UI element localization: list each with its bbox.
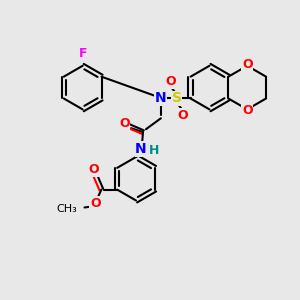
Text: O: O [119, 117, 130, 130]
Text: S: S [172, 92, 182, 106]
Text: O: O [165, 75, 176, 88]
Text: CH₃: CH₃ [57, 204, 78, 214]
Text: N: N [135, 142, 147, 156]
Text: O: O [90, 197, 101, 210]
Text: O: O [242, 104, 253, 117]
Text: O: O [177, 109, 188, 122]
Text: N: N [155, 92, 167, 106]
Text: H: H [149, 145, 159, 158]
Text: O: O [242, 58, 253, 71]
Text: F: F [78, 47, 87, 60]
Text: O: O [88, 163, 99, 176]
